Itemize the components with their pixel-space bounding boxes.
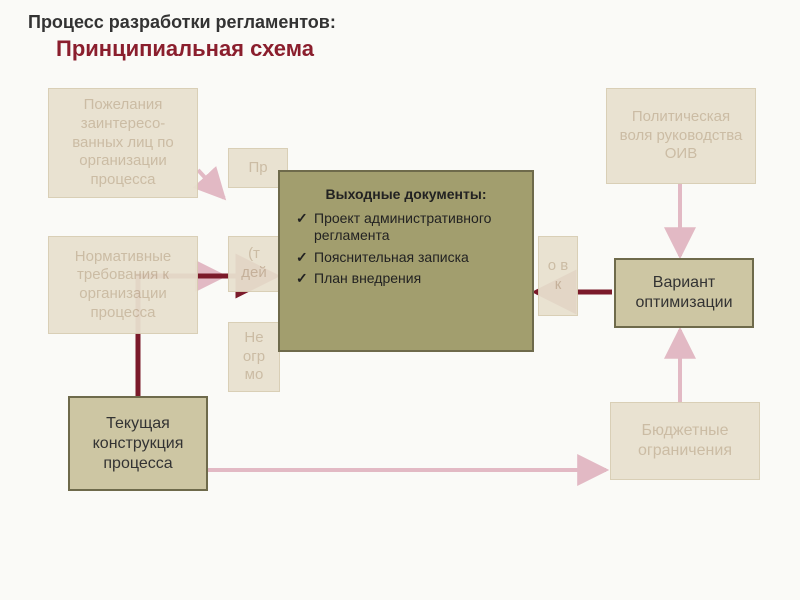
box-norms-label: Нормативные требования к организации про… bbox=[57, 248, 189, 323]
box-budget-label: Бюджетные ограничения bbox=[619, 421, 751, 461]
box-mid-top-label: Пр bbox=[248, 159, 267, 178]
output-item: Проект административного регламента bbox=[296, 210, 516, 245]
box-current-label: Текущая конструкция процесса bbox=[78, 414, 198, 474]
box-wishes: Пожелания заинтересо-ванных лиц по орган… bbox=[48, 88, 198, 198]
box-wishes-label: Пожелания заинтересо-ванных лиц по орган… bbox=[57, 96, 189, 190]
box-political: Политическая воля руководства ОИВ bbox=[606, 88, 756, 184]
box-budget: Бюджетные ограничения bbox=[610, 402, 760, 480]
output-checklist: Проект административного регламента Поясн… bbox=[296, 210, 516, 288]
box-mid-left: (т дей bbox=[228, 236, 280, 292]
header-line1: Процесс разработки регламентов: bbox=[28, 12, 336, 33]
arrow-wishes bbox=[198, 170, 224, 198]
box-norms: Нормативные требования к организации про… bbox=[48, 236, 198, 334]
box-mid-bot: Не огр мо bbox=[228, 322, 280, 392]
diagram-canvas: Процесс разработки регламентов: Принципи… bbox=[0, 0, 800, 600]
header-line2: Принципиальная схема bbox=[56, 36, 314, 62]
box-mid-left-label: (т дей bbox=[237, 245, 271, 283]
box-current: Текущая конструкция процесса bbox=[68, 396, 208, 491]
output-item: Пояснительная записка bbox=[296, 249, 516, 267]
output-documents-box: Выходные документы: Проект административ… bbox=[278, 170, 534, 352]
box-mid-right-label: о в к bbox=[547, 257, 569, 295]
output-item: План внедрения bbox=[296, 270, 516, 288]
box-mid-bot-label: Не огр мо bbox=[237, 329, 271, 385]
output-title: Выходные документы: bbox=[296, 186, 516, 204]
box-variant-label: Вариант оптимизации bbox=[624, 273, 744, 313]
box-mid-right: о в к bbox=[538, 236, 578, 316]
box-political-label: Политическая воля руководства ОИВ bbox=[615, 108, 747, 164]
box-variant: Вариант оптимизации bbox=[614, 258, 754, 328]
